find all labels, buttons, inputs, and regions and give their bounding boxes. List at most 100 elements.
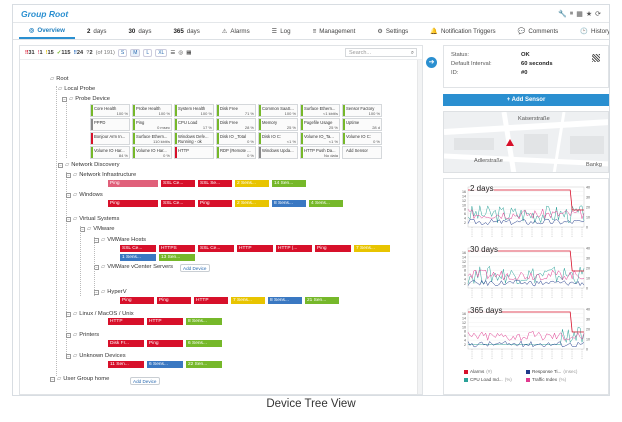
status-count[interactable]: !15 [46,50,54,56]
tab-2days[interactable]: 2 days [77,23,117,39]
sensor-tile[interactable]: Disk Free 28 % [216,118,256,131]
add-sensor-button[interactable]: + Add Sensor [443,94,609,106]
tree-node-userhome[interactable]: − ▱ User Group home [50,376,109,382]
sensor-tile[interactable]: RDP (Remote ... 0 % [216,146,256,159]
tab-history[interactable]: 🕑 History [570,23,609,39]
sensor-tile[interactable]: Volume IO_Ta... <1 % [300,132,340,145]
size-button[interactable]: L [143,48,153,57]
sensor-tile[interactable]: Windows Defe... Running - ok [174,132,214,145]
tree-node-network-discovery[interactable]: − ▱ Network Discovery [58,162,120,168]
sensor-pill[interactable]: 8 Sens... [186,318,222,325]
sensor-tile[interactable]: CPU Load 17 % [174,118,214,131]
sensor-pill[interactable]: 7 Sens... [231,297,265,304]
tree-scrollbar[interactable] [417,60,422,394]
sensor-tile[interactable]: Core Health 100 % [90,104,130,117]
sensor-tile[interactable]: Disk IO C: <1 % [258,132,298,145]
sensor-pill[interactable]: SSL Ce... [198,245,234,252]
tab-comments[interactable]: 💬 Comments [508,23,569,39]
sensor-pill[interactable]: SSL Ce... [161,180,195,187]
sensor-pill[interactable]: 11 Sen... [108,361,144,368]
sensor-tile[interactable]: Sensor Factory 100 % [342,104,382,117]
sensor-pill[interactable]: HTTP [237,245,273,252]
collapse-toggle-icon[interactable]: − [66,311,71,317]
legend-entry[interactable]: Traffic Index (%) [526,377,566,382]
sensor-pill[interactable]: HTTP (... [276,245,312,252]
sensor-tile[interactable]: Uptime 28 d [342,118,382,131]
sensor-pill[interactable]: Disk Fr... [108,340,144,347]
sensor-pill[interactable]: 21 Sen... [305,297,339,304]
status-count[interactable]: ‼24 [73,50,83,56]
collapse-toggle-icon[interactable]: − [50,376,55,382]
collapse-toggle-icon[interactable]: − [58,162,63,168]
refresh-icon[interactable]: ⟳ [595,10,601,18]
sensor-tile[interactable]: HTTP [174,146,214,159]
add-device-button[interactable]: Add Device [130,377,160,385]
sensor-tile[interactable]: Disk IO _Total 0 % [216,132,256,145]
target-icon[interactable]: ◎ [178,49,184,56]
sensor-tile[interactable]: Ping 0 msec [132,118,172,131]
list-view-icon[interactable]: ☰ [170,49,176,56]
tree-node-hyperv[interactable]: − ▱ HyperV [94,289,127,295]
tab-overview[interactable]: ◎ Overview [19,23,75,39]
sensor-pill[interactable]: Ping [120,297,154,304]
sensor-tile[interactable]: Probe Health 100 % [132,104,172,117]
sensor-tile[interactable]: Pagefile Usage 25 % [300,118,340,131]
tab-alarms[interactable]: ⚠ Alarms [212,23,260,39]
star-icon[interactable]: ★ [585,10,593,18]
tab-settings[interactable]: ⚙ Settings [367,23,418,39]
goto-arrow-button[interactable]: ➔ [426,57,437,68]
pause-icon[interactable]: ⏸ [569,9,574,17]
sensor-pill[interactable]: 8 Sens... [272,200,306,207]
sensor-pill[interactable]: SSL Ce... [120,245,156,252]
sensor-pill[interactable]: HTTP [194,297,228,304]
tab-log[interactable]: ☰ Log [262,23,301,39]
status-count[interactable]: ?2 [86,50,93,56]
sensor-tile[interactable]: Disk Free 71 % [216,104,256,117]
sensor-tile[interactable]: Volume IO Har... 0 % [132,146,172,159]
sensor-tile[interactable]: Volume IO Har... 84 % [90,146,130,159]
sensor-pill[interactable]: HTTPS [159,245,195,252]
sensor-pill[interactable]: Ping [198,200,232,207]
legend-entry[interactable]: Response Ti... (msec) [526,369,577,374]
add-sensor-tile[interactable]: Add Sensor [342,146,382,159]
sensor-pill[interactable]: 14 Sen... [272,180,306,187]
sensor-tile[interactable]: Windows Upda... [258,146,298,159]
sensor-pill[interactable]: Ping [147,340,183,347]
tree-node-vmhosts[interactable]: − ▱ VMWare Hosts [94,237,146,243]
tree-node-linux[interactable]: − ▱ Linux / MacOS / Unix [66,311,134,317]
search-input[interactable]: Search... ⌕ [345,48,417,57]
sensor-pill[interactable]: SSL Ce... [161,200,195,207]
tab-365days[interactable]: 365 days [163,23,209,39]
history-chart[interactable]: 2 4 6 8 10 12 14 16 0 10 20 30 40 365 days [450,305,600,363]
sensor-pill[interactable]: 1 Sens... [120,254,156,261]
sensor-tile[interactable]: Surface Ethern... <1 kbit/s [300,104,340,117]
sensor-pill[interactable]: 2 Sens... [235,200,269,207]
tree-node-windows[interactable]: − ▱ Windows [66,192,103,198]
collapse-toggle-icon[interactable]: − [62,96,67,102]
history-chart[interactable]: 2 4 6 8 10 12 14 16 0 10 20 30 40 2 days [450,183,600,241]
sensor-tile[interactable]: Common SaaS... 100 % [258,104,298,117]
sensor-tile[interactable]: System Health 100 % [174,104,214,117]
status-count[interactable]: !1 [38,50,43,56]
sensor-pill[interactable]: Ping [315,245,351,252]
tree-node-netinfra[interactable]: − ▱ Network Infrastructure [66,172,136,178]
tree-node-vcenter[interactable]: − ▱ VMWare vCenter Servers [94,264,173,270]
sensor-tile[interactable]: PPPD [90,118,130,131]
sensor-pill[interactable]: Ping [157,297,191,304]
sensor-tile[interactable]: Volume IO C: 0 % [342,132,382,145]
sensor-pill[interactable]: 7 Sens... [354,245,390,252]
qr-code-icon[interactable] [592,54,600,62]
sensor-pill[interactable]: HTTP [147,318,183,325]
collapse-toggle-icon[interactable]: − [66,216,71,222]
sensor-pill[interactable]: Ping [108,180,158,187]
collapse-toggle-icon[interactable]: − [66,353,71,359]
history-chart[interactable]: 2 4 6 8 10 12 14 16 0 10 20 30 40 30 days [450,244,600,302]
sensor-pill[interactable]: 13 Sen... [159,254,195,261]
tab-management[interactable]: ≡ Management [303,23,366,39]
tree-node-vmware[interactable]: − ▱ VMware [80,226,115,232]
tree-node-probe-device[interactable]: − ▱ Probe Device [62,96,110,102]
sensor-pill[interactable]: Ping [108,200,158,207]
sensor-pill[interactable]: 6 Sens... [147,361,183,368]
sensor-pill[interactable]: 6 Sens... [186,340,222,347]
size-button[interactable]: S [117,48,128,57]
